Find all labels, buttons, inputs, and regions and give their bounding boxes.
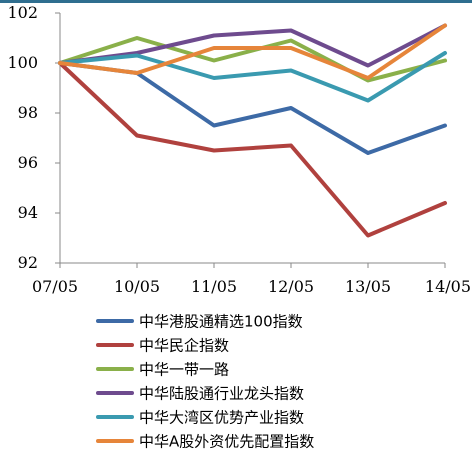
data-point xyxy=(290,30,292,31)
data-point xyxy=(59,62,61,64)
legend-label: 中华大湾区优势产业指数 xyxy=(139,409,304,427)
data-point xyxy=(290,47,292,49)
data-point xyxy=(213,47,215,49)
legend-label: 中华港股通精选100指数 xyxy=(139,313,303,331)
legend-item: 中华陆股通行业龙头指数 xyxy=(96,385,304,403)
y-tick-label: 98 xyxy=(18,103,38,122)
legend-item: 中华A股外资优先配置指数 xyxy=(96,433,314,451)
data-point xyxy=(136,55,138,56)
y-tick-label: 92 xyxy=(18,253,38,272)
y-tick-label: 94 xyxy=(18,203,38,222)
legend-item: 中华民企指数 xyxy=(96,337,229,355)
data-point xyxy=(290,40,292,41)
legend-item: 中华港股通精选100指数 xyxy=(96,313,303,331)
x-tick-label: 12/05 xyxy=(268,277,314,296)
legend-label: 中华A股外资优先配置指数 xyxy=(139,433,314,451)
data-point xyxy=(444,52,446,54)
data-point xyxy=(367,152,369,154)
data-point xyxy=(213,125,215,126)
x-tick-label: 10/05 xyxy=(114,277,160,296)
y-tick-label: 100 xyxy=(7,53,38,72)
x-tick-label: 14/05 xyxy=(425,277,471,296)
data-point xyxy=(367,65,369,66)
x-tick-label: 07/05 xyxy=(32,277,78,296)
data-point xyxy=(367,77,369,79)
x-tick-label: 13/05 xyxy=(345,277,391,296)
legend-label: 中华一带一路 xyxy=(139,361,229,379)
series-6 xyxy=(58,23,447,80)
data-point xyxy=(367,235,369,236)
top-rule xyxy=(0,0,472,3)
y-tick-label: 102 xyxy=(7,3,38,22)
data-point xyxy=(367,80,369,81)
data-point xyxy=(213,150,215,151)
series-line xyxy=(58,23,447,80)
data-point xyxy=(136,135,138,136)
series-line xyxy=(58,36,447,83)
data-point xyxy=(213,35,215,36)
data-point xyxy=(290,107,292,109)
data-point xyxy=(136,52,138,54)
data-point xyxy=(367,100,369,101)
data-point xyxy=(290,70,292,71)
x-tick-label: 11/05 xyxy=(191,277,237,296)
data-point xyxy=(290,145,292,146)
data-point xyxy=(136,72,138,74)
data-point xyxy=(444,25,446,26)
series-2 xyxy=(58,61,447,238)
data-point xyxy=(444,125,446,126)
y-tick-label: 96 xyxy=(18,153,38,172)
data-point xyxy=(213,77,215,79)
legend-item: 中华大湾区优势产业指数 xyxy=(96,409,304,427)
series-line xyxy=(58,23,447,68)
series-line xyxy=(58,51,447,103)
data-point xyxy=(136,37,138,39)
data-point xyxy=(444,60,446,61)
legend-label: 中华陆股通行业龙头指数 xyxy=(139,385,304,403)
data-point xyxy=(213,60,215,61)
legend-label: 中华民企指数 xyxy=(139,337,229,355)
legend-item: 中华一带一路 xyxy=(96,361,229,379)
data-point xyxy=(444,202,446,204)
series-line xyxy=(58,61,447,238)
